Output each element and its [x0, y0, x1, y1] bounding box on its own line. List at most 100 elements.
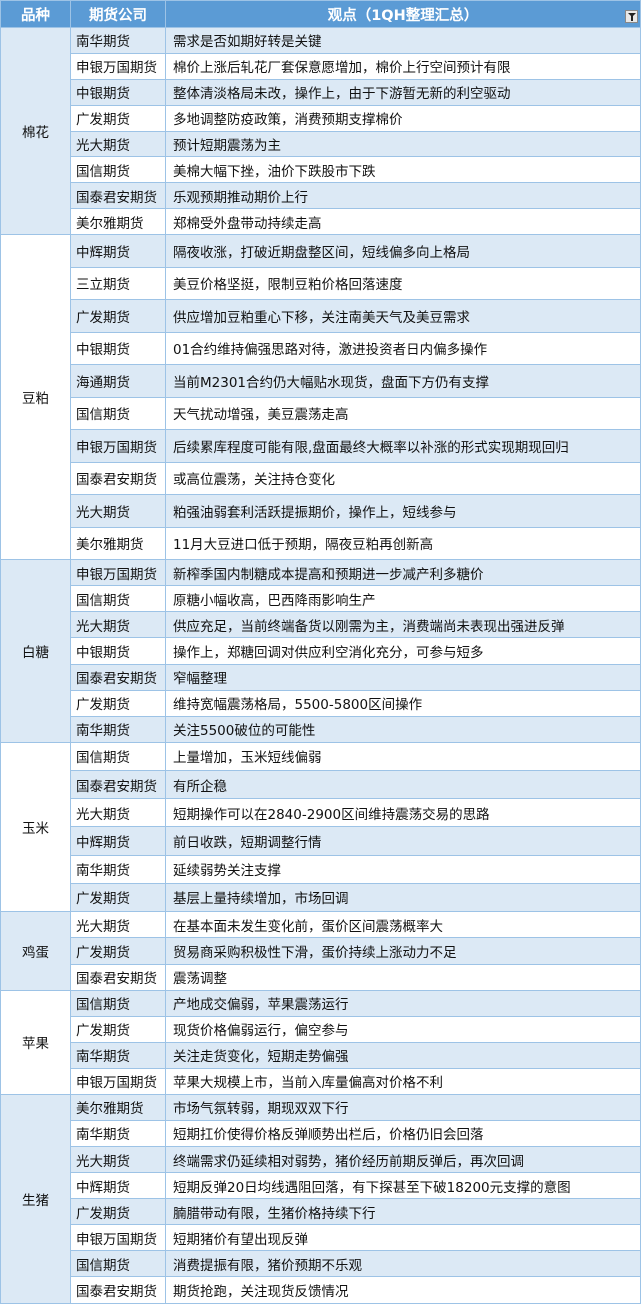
- company-cell[interactable]: 中辉期货: [70, 1172, 166, 1200]
- company-cell[interactable]: 申银万国期货: [70, 559, 166, 587]
- view-cell[interactable]: 短期操作可以在2840-2900区间维持震荡交易的思路: [165, 798, 641, 828]
- company-cell[interactable]: 美尔雅期货: [70, 208, 166, 236]
- company-cell[interactable]: 国信期货: [70, 1250, 166, 1278]
- view-cell[interactable]: 整体清淡格局未改，操作上，由于下游暂无新的利空驱动: [165, 78, 641, 106]
- company-cell[interactable]: 光大期货: [70, 910, 166, 939]
- view-cell[interactable]: 震荡调整: [165, 963, 641, 991]
- view-cell[interactable]: 终端需求仍延续相对弱势，猪价经历前期反弹后，再次回调: [165, 1145, 641, 1174]
- company-cell[interactable]: 中银期货: [70, 331, 166, 366]
- company-cell[interactable]: 国信期货: [70, 396, 166, 431]
- view-cell[interactable]: 窄幅整理: [165, 663, 641, 691]
- view-cell[interactable]: 基层上量持续增加，市场回调: [165, 882, 641, 912]
- variety-cell[interactable]: 鸡蛋: [0, 910, 71, 991]
- variety-cell[interactable]: 白糖: [0, 559, 71, 743]
- company-cell[interactable]: 广发期货: [70, 689, 166, 717]
- variety-cell[interactable]: 玉米: [0, 741, 71, 912]
- company-cell[interactable]: 申银万国期货: [70, 1067, 166, 1095]
- company-cell[interactable]: 广发期货: [70, 1015, 166, 1043]
- view-cell[interactable]: 关注走货变化，短期走势偏强: [165, 1041, 641, 1069]
- company-cell[interactable]: 国信期货: [70, 989, 166, 1017]
- company-cell[interactable]: 申银万国期货: [70, 1224, 166, 1252]
- view-cell[interactable]: 供应增加豆粕重心下移，关注南美天气及美豆需求: [165, 299, 641, 333]
- view-cell[interactable]: 郑棉受外盘带动持续走高: [165, 208, 641, 236]
- company-cell[interactable]: 中辉期货: [70, 826, 166, 856]
- company-cell[interactable]: 光大期货: [70, 494, 166, 528]
- company-cell[interactable]: 申银万国期货: [70, 52, 166, 80]
- view-cell[interactable]: 有所企稳: [165, 769, 641, 800]
- view-cell[interactable]: 现货价格偏弱运行，偏空参与: [165, 1015, 641, 1043]
- header-view[interactable]: 观点（1QH整理汇总）: [165, 0, 641, 28]
- company-cell[interactable]: 美尔雅期货: [70, 526, 166, 561]
- company-cell[interactable]: 国信期货: [70, 156, 166, 184]
- view-cell[interactable]: 需求是否如期好转是关键: [165, 27, 641, 54]
- view-cell[interactable]: 棉价上涨后轧花厂套保意愿增加，棉价上行空间预计有限: [165, 52, 641, 80]
- view-cell[interactable]: 苹果大规模上市，当前入库量偏高对价格不利: [165, 1067, 641, 1095]
- view-cell[interactable]: 产地成交偏弱，苹果震荡运行: [165, 989, 641, 1017]
- view-cell[interactable]: 在基本面未发生变化前，蛋价区间震荡概率大: [165, 910, 641, 939]
- view-cell[interactable]: 延续弱势关注支撑: [165, 854, 641, 884]
- company-cell[interactable]: 南华期货: [70, 854, 166, 884]
- company-cell[interactable]: 国泰君安期货: [70, 1276, 166, 1304]
- view-cell[interactable]: 预计短期震荡为主: [165, 130, 641, 158]
- view-cell[interactable]: 前日收跌，短期调整行情: [165, 826, 641, 856]
- view-cell[interactable]: 新榨季国内制糖成本提高和预期进一步减产利多糖价: [165, 559, 641, 587]
- company-cell[interactable]: 广发期货: [70, 937, 166, 965]
- company-cell[interactable]: 中辉期货: [70, 234, 166, 268]
- company-cell[interactable]: 国泰君安期货: [70, 663, 166, 691]
- view-cell[interactable]: 短期扛价使得价格反弹顺势出栏后，价格仍旧会回落: [165, 1119, 641, 1147]
- view-cell[interactable]: 粕强油弱套利活跃提振期价，操作上，短线参与: [165, 494, 641, 528]
- view-cell[interactable]: 美棉大幅下挫，油价下跌股市下跌: [165, 156, 641, 184]
- company-cell[interactable]: 国泰君安期货: [70, 963, 166, 991]
- view-cell[interactable]: 当前M2301合约仍大幅贴水现货，盘面下方仍有支撑: [165, 364, 641, 398]
- view-cell[interactable]: 天气扰动增强，美豆震荡走高: [165, 396, 641, 431]
- view-cell[interactable]: 供应充足，当前终端备货以刚需为主，消费端尚未表现出强进反弹: [165, 611, 641, 639]
- header-variety[interactable]: 品种: [0, 0, 71, 28]
- company-cell[interactable]: 广发期货: [70, 104, 166, 132]
- view-cell[interactable]: 上量增加，玉米短线偏弱: [165, 741, 641, 771]
- view-cell[interactable]: 维持宽幅震荡格局，5500-5800区间操作: [165, 689, 641, 717]
- view-cell[interactable]: 多地调整防疫政策，消费预期支撑棉价: [165, 104, 641, 132]
- company-cell[interactable]: 三立期货: [70, 266, 166, 301]
- company-cell[interactable]: 光大期货: [70, 1145, 166, 1174]
- company-cell[interactable]: 广发期货: [70, 299, 166, 333]
- company-cell[interactable]: 美尔雅期货: [70, 1093, 166, 1121]
- company-cell[interactable]: 南华期货: [70, 1119, 166, 1147]
- company-cell[interactable]: 南华期货: [70, 715, 166, 743]
- company-cell[interactable]: 国信期货: [70, 741, 166, 771]
- company-cell[interactable]: 海通期货: [70, 364, 166, 398]
- header-company[interactable]: 期货公司: [70, 0, 166, 28]
- company-cell[interactable]: 南华期货: [70, 27, 166, 54]
- view-cell[interactable]: 期货抢跑，关注现货反馈情况: [165, 1276, 641, 1304]
- company-cell[interactable]: 中银期货: [70, 78, 166, 106]
- view-cell[interactable]: 美豆价格坚挺，限制豆粕价格回落速度: [165, 266, 641, 301]
- variety-cell[interactable]: 豆粕: [0, 234, 71, 561]
- view-cell[interactable]: 关注5500破位的可能性: [165, 715, 641, 743]
- filter-icon[interactable]: [625, 10, 638, 23]
- view-cell[interactable]: 后续累库程度可能有限,盘面最终大概率以补涨的形式实现期现回归: [165, 429, 641, 463]
- company-cell[interactable]: 国泰君安期货: [70, 769, 166, 800]
- company-cell[interactable]: 国信期货: [70, 585, 166, 613]
- view-cell[interactable]: 短期猪价有望出现反弹: [165, 1224, 641, 1252]
- view-cell[interactable]: 或高位震荡，关注持仓变化: [165, 461, 641, 496]
- company-cell[interactable]: 国泰君安期货: [70, 461, 166, 496]
- variety-cell[interactable]: 棉花: [0, 26, 71, 236]
- view-cell[interactable]: 原糖小幅收高，巴西降雨影响生产: [165, 585, 641, 613]
- company-cell[interactable]: 南华期货: [70, 1041, 166, 1069]
- view-cell[interactable]: 乐观预期推动期价上行: [165, 182, 641, 210]
- company-cell[interactable]: 申银万国期货: [70, 429, 166, 463]
- company-cell[interactable]: 中银期货: [70, 637, 166, 665]
- view-cell[interactable]: 隔夜收涨，打破近期盘整区间，短线偏多向上格局: [165, 234, 641, 268]
- view-cell[interactable]: 贸易商采购积极性下滑，蛋价持续上涨动力不足: [165, 937, 641, 965]
- company-cell[interactable]: 广发期货: [70, 882, 166, 912]
- view-cell[interactable]: 消费提振有限，猪价预期不乐观: [165, 1250, 641, 1278]
- view-cell[interactable]: 短期反弹20日均线遇阻回落，有下探甚至下破18200元支撑的意图: [165, 1172, 641, 1200]
- company-cell[interactable]: 广发期货: [70, 1198, 166, 1226]
- variety-cell[interactable]: 生猪: [0, 1093, 71, 1304]
- company-cell[interactable]: 光大期货: [70, 798, 166, 828]
- view-cell[interactable]: 市场气氛转弱，期现双双下行: [165, 1093, 641, 1121]
- company-cell[interactable]: 光大期货: [70, 611, 166, 639]
- view-cell[interactable]: 11月大豆进口低于预期，隔夜豆粕再创新高: [165, 526, 641, 561]
- company-cell[interactable]: 光大期货: [70, 130, 166, 158]
- view-cell[interactable]: 01合约维持偏强思路对待，激进投资者日内偏多操作: [165, 331, 641, 366]
- variety-cell[interactable]: 苹果: [0, 989, 71, 1095]
